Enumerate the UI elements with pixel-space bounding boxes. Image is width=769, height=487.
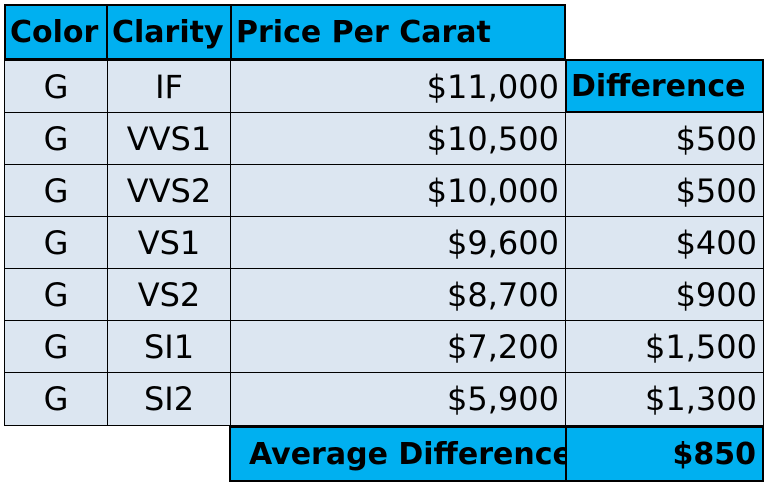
cell-difference-5: $900 bbox=[565, 268, 764, 321]
cell-difference-3: $500 bbox=[565, 164, 764, 217]
cell-color-7: G bbox=[4, 372, 108, 426]
cell-color-6: G bbox=[4, 320, 108, 373]
header-price-per-carat: Price Per Carat bbox=[230, 4, 566, 60]
cell-clarity-4: VS1 bbox=[107, 216, 231, 269]
cell-color-3: G bbox=[4, 164, 108, 217]
cell-clarity-5: VS2 bbox=[107, 268, 231, 321]
cell-clarity-1: IF bbox=[107, 60, 231, 113]
cell-clarity-7: SI2 bbox=[107, 372, 231, 426]
cell-color-1: G bbox=[4, 60, 108, 113]
cell-color-5: G bbox=[4, 268, 108, 321]
cell-price-5: $8,700 bbox=[230, 268, 566, 321]
cell-difference-2: $500 bbox=[565, 112, 764, 165]
cell-difference-7: $1,300 bbox=[565, 372, 764, 426]
cell-price-1: $11,000 bbox=[230, 60, 566, 113]
cell-price-7: $5,900 bbox=[230, 372, 566, 426]
cell-price-3: $10,000 bbox=[230, 164, 566, 217]
average-difference-value: $850 bbox=[565, 426, 764, 482]
cell-clarity-3: VVS2 bbox=[107, 164, 231, 217]
cell-clarity-2: VVS1 bbox=[107, 112, 231, 165]
header-clarity: Clarity bbox=[106, 4, 232, 60]
cell-price-4: $9,600 bbox=[230, 216, 566, 269]
cell-color-2: G bbox=[4, 112, 108, 165]
average-difference-label: Average Difference bbox=[229, 426, 567, 482]
header-color: Color bbox=[4, 4, 108, 60]
cell-price-6: $7,200 bbox=[230, 320, 566, 373]
cell-difference-4: $400 bbox=[565, 216, 764, 269]
header-difference: Difference bbox=[565, 59, 764, 113]
cell-color-4: G bbox=[4, 216, 108, 269]
cell-clarity-6: SI1 bbox=[107, 320, 231, 373]
cell-difference-6: $1,500 bbox=[565, 320, 764, 373]
cell-price-2: $10,500 bbox=[230, 112, 566, 165]
